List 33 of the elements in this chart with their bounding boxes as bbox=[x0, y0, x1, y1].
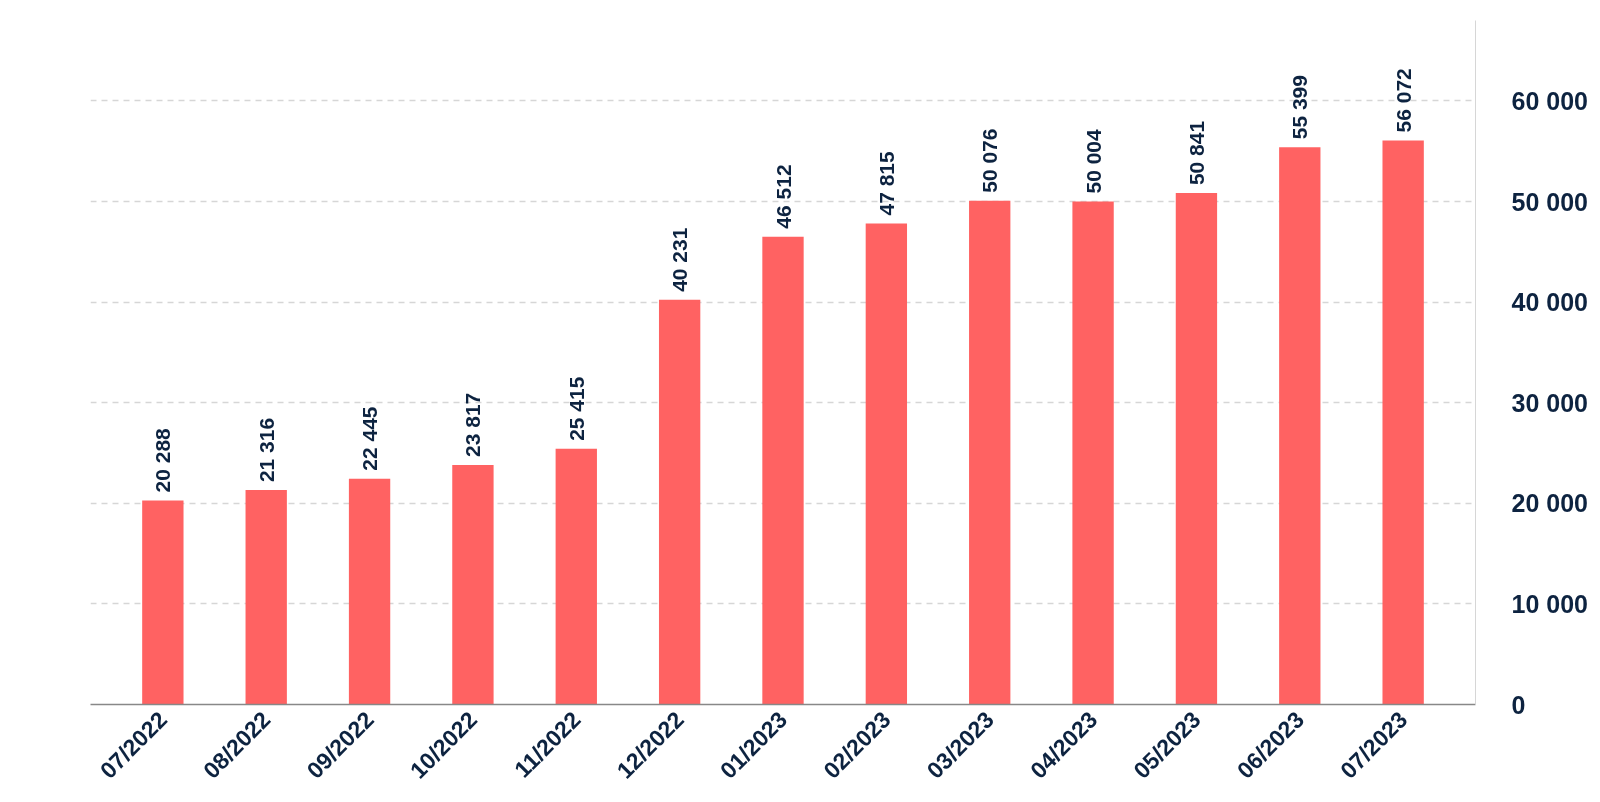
y-tick-label: 30 000 bbox=[1511, 388, 1588, 417]
data-label: 22 445 bbox=[358, 406, 382, 471]
bar bbox=[555, 448, 597, 705]
y-tick-label: 50 000 bbox=[1511, 187, 1588, 216]
y-tick-label: 40 000 bbox=[1511, 288, 1588, 317]
bar bbox=[142, 500, 184, 705]
y-tick-label: 10 000 bbox=[1511, 589, 1588, 618]
bar bbox=[348, 478, 391, 705]
data-label: 56 072 bbox=[1391, 68, 1415, 133]
bar bbox=[762, 236, 804, 705]
data-label: 40 231 bbox=[668, 227, 692, 292]
bar bbox=[1175, 193, 1218, 705]
bar bbox=[1072, 201, 1114, 705]
bar bbox=[452, 464, 494, 705]
data-label: 50 076 bbox=[978, 128, 1002, 193]
bar bbox=[1382, 140, 1424, 705]
y-tick-label: 0 bbox=[1511, 690, 1526, 719]
bar bbox=[1279, 147, 1321, 705]
bar bbox=[245, 490, 287, 705]
data-label: 20 288 bbox=[151, 427, 175, 493]
bar bbox=[865, 223, 908, 705]
data-label: 47 815 bbox=[874, 150, 898, 216]
data-label: 21 316 bbox=[254, 417, 278, 483]
data-label: 25 415 bbox=[564, 376, 588, 441]
data-label: 46 512 bbox=[771, 164, 795, 229]
y-tick-label: 60 000 bbox=[1511, 86, 1588, 115]
data-label: 23 817 bbox=[461, 392, 485, 457]
y-tick-label: 20 000 bbox=[1511, 489, 1588, 518]
data-label: 50 004 bbox=[1081, 128, 1105, 194]
data-label: 55 399 bbox=[1288, 75, 1312, 140]
bar bbox=[969, 200, 1011, 705]
bar bbox=[658, 299, 701, 705]
data-label: 50 841 bbox=[1184, 120, 1208, 186]
